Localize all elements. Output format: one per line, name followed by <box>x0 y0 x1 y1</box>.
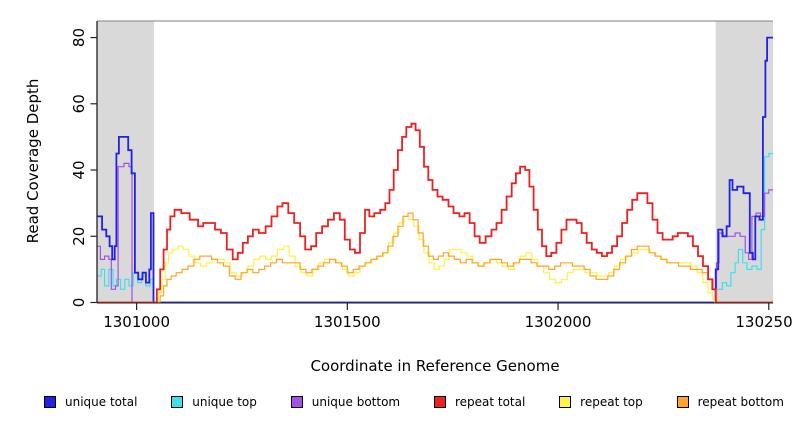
series-line-repeat-total <box>97 122 773 304</box>
legend-label: repeat top <box>580 395 643 409</box>
unique-top-swatch-icon <box>171 396 184 408</box>
repeat-top-swatch-icon <box>559 396 572 408</box>
axis-ticks <box>90 36 770 310</box>
legend-item-repeat-bottom: repeat bottom <box>676 395 784 409</box>
series-line-unique-total <box>97 36 773 304</box>
y-tick-label-2: 40 <box>70 160 88 179</box>
gray-shaded-region <box>97 21 154 303</box>
repeat-bottom-swatch-icon <box>676 396 689 408</box>
y-tick-label-3: 60 <box>70 94 88 113</box>
coverage-lines <box>97 36 773 304</box>
legend: unique total unique top unique bottom re… <box>44 395 784 409</box>
shaded-regions <box>97 21 773 303</box>
series-line-repeat-bottom <box>97 212 773 304</box>
x-tick-label-0: 1301000 <box>103 313 170 331</box>
plot-frame <box>96 20 773 304</box>
x-tick-label-1: 1301500 <box>314 313 381 331</box>
unique-total-swatch-icon <box>44 396 56 408</box>
series-line-unique-bottom <box>97 162 773 304</box>
legend-label: repeat total <box>454 395 526 409</box>
legend-label: unique top <box>192 395 257 409</box>
legend-item-unique-total: unique total <box>44 395 137 409</box>
unique-bottom-swatch-icon <box>290 396 303 408</box>
legend-label: unique bottom <box>311 395 401 409</box>
legend-label: unique total <box>65 395 138 409</box>
series-line-unique-top <box>97 152 773 304</box>
legend-item-repeat-total: repeat total <box>433 395 526 409</box>
x-tick-label-2: 1302000 <box>525 313 592 331</box>
series-line-repeat-top <box>97 215 773 304</box>
y-tick-label-4: 80 <box>70 28 88 47</box>
legend-label: repeat bottom <box>697 395 784 409</box>
y-axis-title: Read Coverage Depth <box>24 78 42 244</box>
y-tick-label-1: 20 <box>70 227 88 246</box>
legend-item-unique-top: unique top <box>171 395 257 409</box>
legend-item-repeat-top: repeat top <box>559 395 643 409</box>
legend-item-unique-bottom: unique bottom <box>290 395 401 409</box>
y-tick-label-0: 0 <box>70 298 88 308</box>
repeat-total-swatch-icon <box>433 396 446 408</box>
x-axis-title: Coordinate in Reference Genome <box>310 357 560 375</box>
